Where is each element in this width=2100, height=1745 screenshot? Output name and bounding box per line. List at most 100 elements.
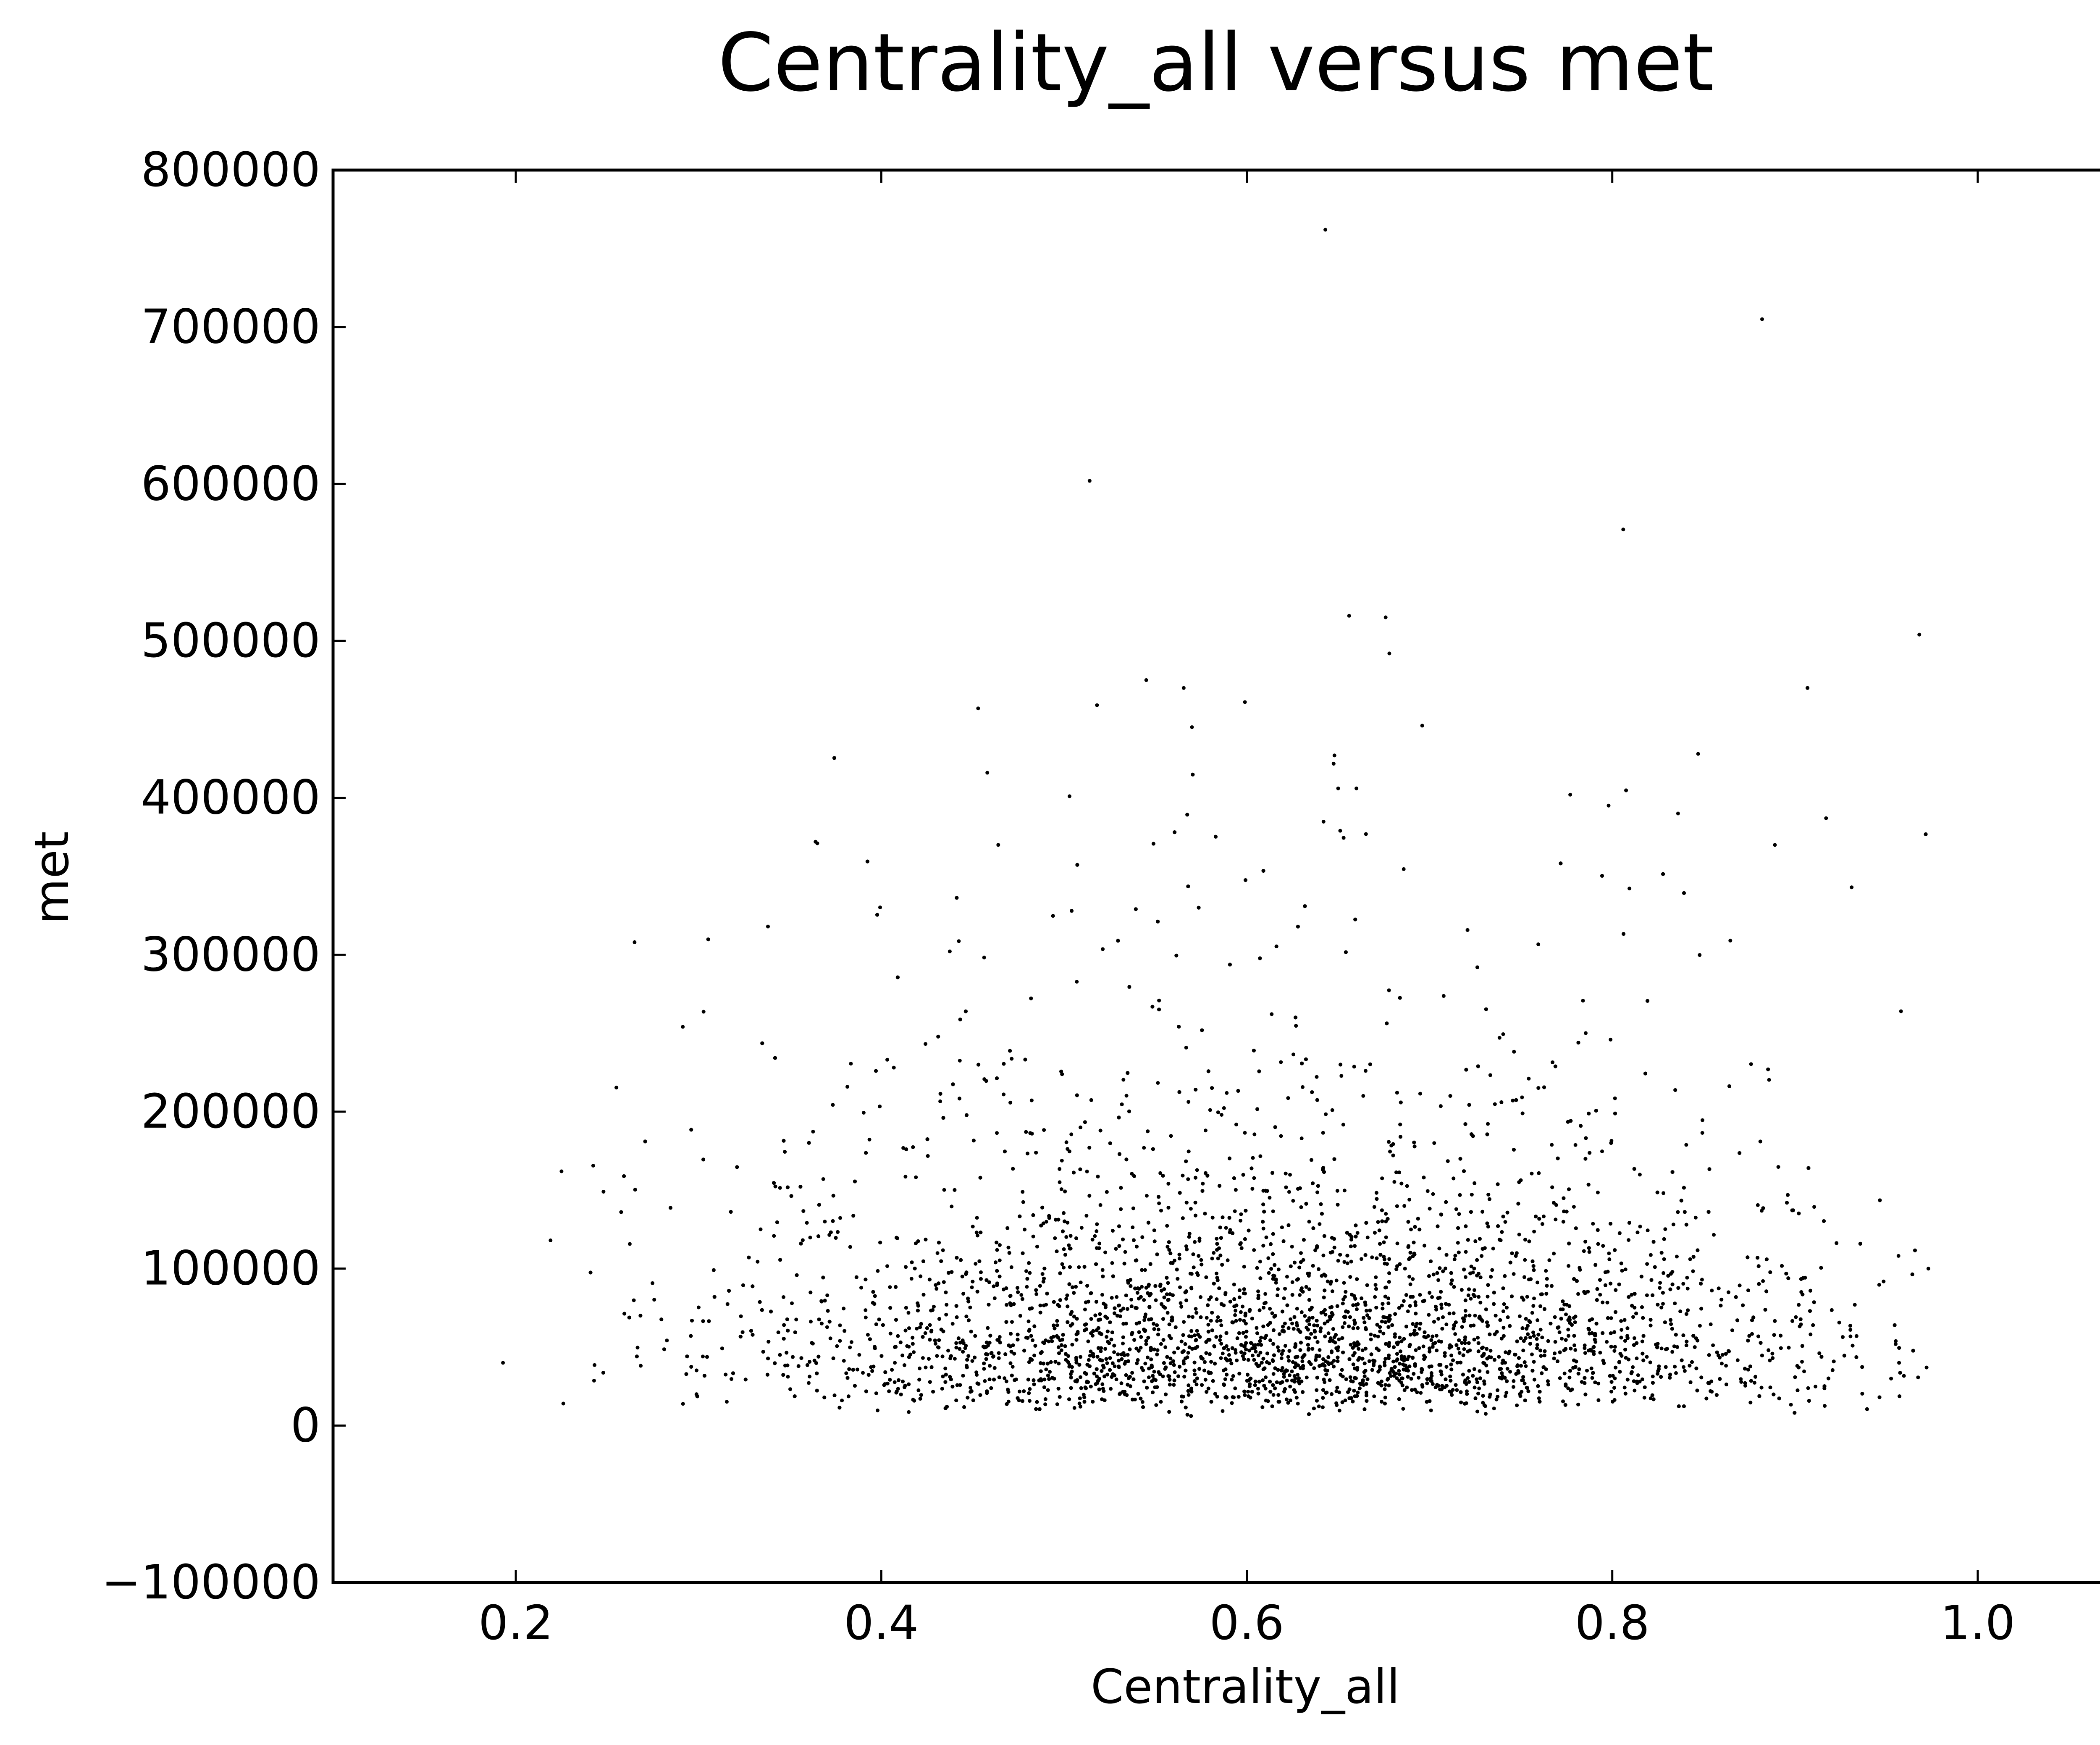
scatter-point [910, 1260, 914, 1265]
scatter-point [1045, 1291, 1049, 1296]
scatter-point [1299, 1136, 1304, 1140]
scatter-point [724, 1372, 728, 1377]
scatter-point [1381, 1315, 1386, 1319]
scatter-point [937, 1281, 941, 1286]
scatter-point [1382, 1240, 1386, 1244]
scatter-point [992, 1296, 997, 1300]
scatter-point [1417, 1346, 1421, 1350]
scatter-point [1075, 980, 1079, 984]
scatter-point [1194, 1307, 1198, 1311]
scatter-point [705, 1355, 709, 1359]
scatter-point [1452, 1311, 1456, 1315]
scatter-point [1026, 1152, 1029, 1156]
scatter-point [681, 1025, 685, 1029]
scatter-point [1593, 1338, 1597, 1342]
scatter-point [1414, 1303, 1418, 1307]
scatter-point [1140, 1285, 1144, 1289]
scatter-point [1506, 1315, 1510, 1319]
scatter-point [1194, 1382, 1199, 1386]
scatter-point [1317, 1404, 1321, 1409]
scatter-point [1569, 1119, 1573, 1123]
scatter-point [1896, 1254, 1900, 1258]
scatter-point [1524, 1364, 1528, 1368]
scatter-point [1554, 1203, 1558, 1207]
scatter-point [1375, 1323, 1379, 1327]
scatter-point [918, 1325, 922, 1329]
scatter-point [1335, 1386, 1339, 1390]
scatter-point [1280, 1225, 1284, 1229]
scatter-point [1456, 1241, 1460, 1245]
scatter-point [943, 1366, 948, 1370]
scatter-point [1398, 1362, 1402, 1366]
scatter-point [1536, 1086, 1541, 1090]
scatter-point [1494, 1397, 1499, 1401]
scatter-point [805, 1221, 809, 1225]
scatter-point [1193, 1372, 1197, 1377]
scatter-point [782, 1295, 785, 1299]
scatter-point [1095, 1229, 1099, 1233]
scatter-point [1186, 1351, 1190, 1355]
scatter-point [1690, 1360, 1694, 1364]
scatter-point [1645, 1293, 1649, 1297]
scatter-point [1618, 1370, 1622, 1374]
scatter-point [1377, 1228, 1381, 1233]
scatter-point [1447, 1346, 1452, 1350]
scatter-point [1218, 1225, 1222, 1230]
scatter-point [1397, 1170, 1401, 1175]
scatter-point [1609, 1141, 1613, 1145]
scatter-point [1209, 1360, 1213, 1364]
scatter-point [1547, 1258, 1551, 1262]
scatter-point [681, 1402, 685, 1406]
scatter-point [874, 1391, 878, 1396]
scatter-point [1402, 1359, 1406, 1363]
scatter-point [1397, 1369, 1401, 1373]
scatter-point [1449, 1379, 1453, 1383]
scatter-point [1469, 1324, 1473, 1328]
scatter-point [1022, 1389, 1026, 1393]
scatter-point [1688, 1257, 1692, 1261]
scatter-point [903, 1175, 908, 1179]
scatter-point [1691, 1269, 1695, 1273]
scatter-point [1822, 1219, 1826, 1223]
scatter-point [866, 1373, 871, 1377]
scatter-point [1431, 1382, 1435, 1386]
scatter-point [1337, 1409, 1341, 1413]
scatter-point [893, 1361, 897, 1365]
scatter-point [1031, 1234, 1035, 1239]
scatter-point [1295, 1323, 1299, 1328]
scatter-point [1589, 1366, 1593, 1370]
scatter-point [1434, 1307, 1438, 1312]
scatter-point [1205, 1316, 1209, 1320]
scatter-point [1684, 1223, 1688, 1227]
scatter-point [874, 1322, 878, 1326]
scatter-point [1008, 1361, 1013, 1365]
scatter-point [1256, 1353, 1260, 1357]
scatter-point [942, 1188, 946, 1192]
scatter-point [1283, 1344, 1287, 1348]
scatter-point [1554, 1218, 1558, 1222]
scatter-point [1542, 1085, 1546, 1089]
scatter-point [1730, 1328, 1734, 1333]
scatter-point [1235, 1336, 1239, 1340]
scatter-point [1523, 1238, 1527, 1242]
scatter-point [1628, 887, 1632, 891]
scatter-point [1088, 1354, 1092, 1358]
scatter-point [1035, 1400, 1039, 1404]
scatter-point [1172, 1363, 1176, 1367]
scatter-point [1564, 1312, 1568, 1317]
scatter-point [1596, 1398, 1601, 1402]
scatter-point [1152, 1322, 1156, 1326]
scatter-point [1674, 1333, 1678, 1337]
scatter-point [1658, 1281, 1662, 1285]
scatter-point [954, 1399, 958, 1402]
scatter-point [1098, 1317, 1102, 1322]
scatter-point [1178, 1365, 1182, 1369]
scatter-point [665, 1338, 669, 1343]
scatter-point [1598, 1278, 1602, 1282]
scatter-point [1584, 1031, 1588, 1035]
scatter-point [1124, 1322, 1128, 1325]
scatter-point [958, 1347, 962, 1351]
scatter-point [969, 1390, 973, 1394]
scatter-point [1465, 928, 1470, 932]
scatter-point [1538, 1304, 1543, 1308]
